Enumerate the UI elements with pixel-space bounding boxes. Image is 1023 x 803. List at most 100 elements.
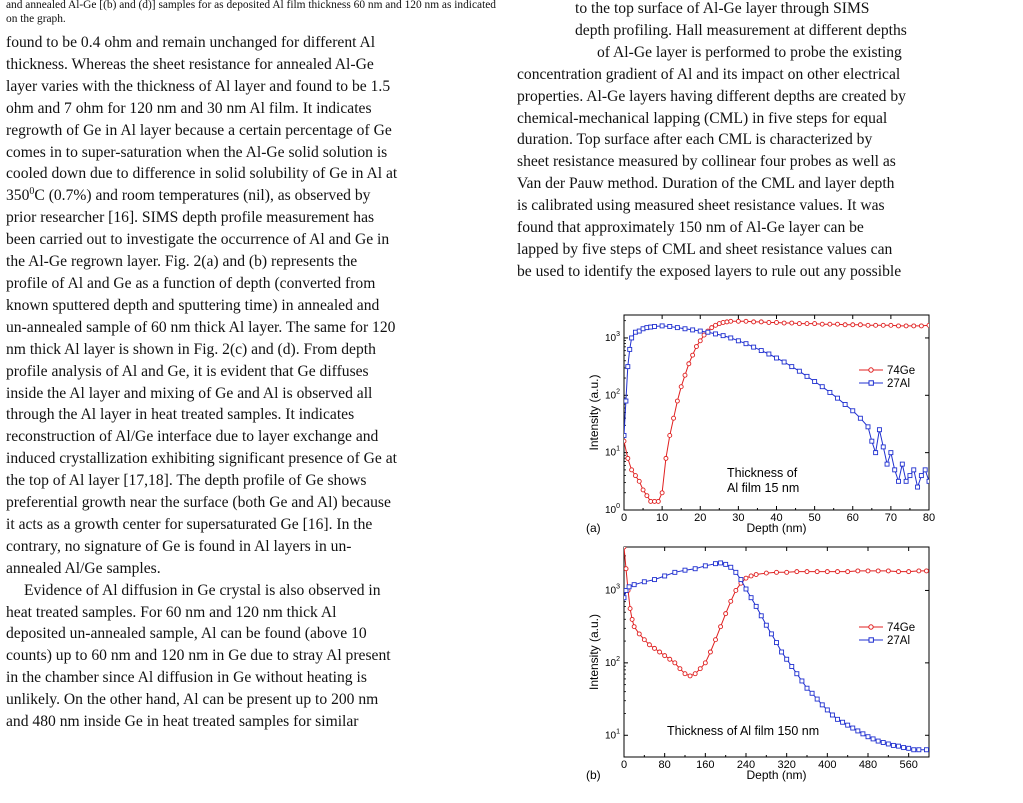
data-point-74Ge xyxy=(763,570,769,576)
data-point-27Al xyxy=(857,415,863,421)
data-point-74Ge xyxy=(903,323,909,329)
data-point-74Ge xyxy=(657,649,663,655)
data-point-27Al xyxy=(627,346,633,352)
data-point-27Al xyxy=(743,586,749,592)
data-point-74Ge xyxy=(784,569,790,575)
data-point-27Al xyxy=(906,745,912,751)
text-line: properties. Al-Ge layers having differen… xyxy=(517,87,906,105)
data-point-27Al xyxy=(624,398,629,404)
data-point-74Ge xyxy=(644,493,650,499)
data-point-27Al xyxy=(812,379,818,384)
data-point-27Al xyxy=(924,747,929,753)
legend-marker xyxy=(868,367,874,373)
data-point-27Al xyxy=(662,573,668,579)
data-point-27Al xyxy=(753,603,759,609)
data-point-27Al xyxy=(641,579,647,585)
data-point-74Ge xyxy=(924,568,929,574)
panel-label: (a) xyxy=(586,521,601,535)
data-point-74Ge xyxy=(677,666,683,672)
data-point-74Ge xyxy=(697,338,703,344)
data-point-74Ge xyxy=(663,455,669,461)
data-point-27Al xyxy=(758,348,764,354)
y-tick-label: 102 xyxy=(605,388,620,401)
text-line: known sputtered depth and sputtering tim… xyxy=(6,296,380,314)
data-point-74Ge xyxy=(906,569,912,575)
data-point-74Ge xyxy=(682,671,688,677)
data-point-74Ge xyxy=(629,467,635,473)
data-point-74Ge xyxy=(629,616,635,622)
data-point-27Al xyxy=(738,577,744,583)
data-point-27Al xyxy=(652,324,657,329)
data-point-74Ge xyxy=(824,569,830,575)
text-line: found to be 0.4 ohm and remain unchanged… xyxy=(6,34,376,51)
text-line: duration. Top surface after each CML is … xyxy=(517,131,873,149)
data-point-74Ge xyxy=(713,637,718,643)
data-point-74Ge xyxy=(857,322,863,328)
data-point-74Ge xyxy=(718,624,724,630)
data-point-27Al xyxy=(911,467,917,473)
plot-area xyxy=(624,318,929,504)
data-point-27Al xyxy=(733,569,739,575)
data-point-27Al xyxy=(860,731,866,737)
data-point-27Al xyxy=(766,351,772,357)
temperature-value: 350 xyxy=(6,187,30,205)
data-point-27Al xyxy=(697,328,703,334)
thickness-annotation: Thickness of xyxy=(727,466,798,480)
data-point-27Al xyxy=(674,325,680,331)
data-point-27Al xyxy=(888,450,894,456)
data-point-27Al xyxy=(768,631,774,637)
data-point-74Ge xyxy=(758,319,764,325)
data-point-74Ge xyxy=(690,352,696,358)
data-point-27Al xyxy=(829,712,835,718)
data-point-27Al xyxy=(827,389,833,395)
data-point-27Al xyxy=(824,707,830,713)
data-point-74Ge xyxy=(804,321,810,327)
text-line: 3500C (0.7%) and room temperatures (nil)… xyxy=(6,185,506,207)
data-point-74Ge xyxy=(743,575,749,581)
data-point-27Al xyxy=(789,364,795,370)
data-point-74Ge xyxy=(896,323,901,329)
y-axis-label: Intensity (a.u.) xyxy=(587,374,601,450)
data-point-27Al xyxy=(672,569,678,575)
text-line: and 480 nm inside Ge in heat treated sam… xyxy=(6,713,359,731)
thickness-annotation: Thickness of Al film 150 nm xyxy=(667,724,819,738)
text-line: be used to identify the exposed layers t… xyxy=(517,262,902,280)
data-point-74Ge xyxy=(814,569,820,575)
text-line: annealed Al/Ge samples. xyxy=(6,559,161,577)
data-point-27Al xyxy=(629,335,635,341)
data-point-74Ge xyxy=(753,572,759,577)
data-point-74Ge xyxy=(827,321,833,327)
text-line: profile of Al and Ge as a function of de… xyxy=(6,274,376,292)
data-point-27Al xyxy=(845,722,851,728)
paragraph-1: found to be 0.4 ohm and remain unchanged… xyxy=(6,32,506,580)
data-point-27Al xyxy=(922,467,928,473)
x-tick-label: 480 xyxy=(859,759,877,771)
x-tick-label: 50 xyxy=(809,512,821,524)
data-point-74Ge xyxy=(641,637,647,643)
data-point-74Ge xyxy=(701,332,707,338)
text-line: the Al-Ge regrown layer. Fig. 2(a) and (… xyxy=(6,253,358,271)
data-point-27Al xyxy=(748,595,754,601)
data-point-74Ge xyxy=(655,498,661,504)
data-point-27Al xyxy=(814,696,820,702)
x-tick-label: 80 xyxy=(659,759,671,771)
data-point-74Ge xyxy=(671,415,677,421)
text-line: in the chamber since Al diffusion in Ge … xyxy=(6,669,367,687)
paragraph-2: Evidence of Al diffusion in Ge crystal i… xyxy=(6,580,506,733)
data-point-74Ge xyxy=(709,325,715,331)
text-line: nm thick Al layer is shown in Fig. 2(c) … xyxy=(6,340,376,358)
data-point-27Al xyxy=(870,736,876,742)
data-point-27Al xyxy=(728,335,734,341)
legend-marker xyxy=(868,624,874,630)
text-line: Evidence of Al diffusion in Ge crystal i… xyxy=(24,581,381,599)
x-tick-label: 160 xyxy=(696,759,714,771)
data-point-74Ge xyxy=(686,361,692,367)
text-line: cooled down due to difference in solid s… xyxy=(6,165,398,183)
x-tick-label: 30 xyxy=(732,512,744,524)
text-line: ohm and 7 ohm for 120 nm and 30 nm Al fi… xyxy=(6,99,372,117)
data-point-27Al xyxy=(692,566,698,572)
data-point-27Al xyxy=(799,678,805,684)
data-point-27Al xyxy=(880,444,886,450)
data-point-27Al xyxy=(713,331,718,337)
